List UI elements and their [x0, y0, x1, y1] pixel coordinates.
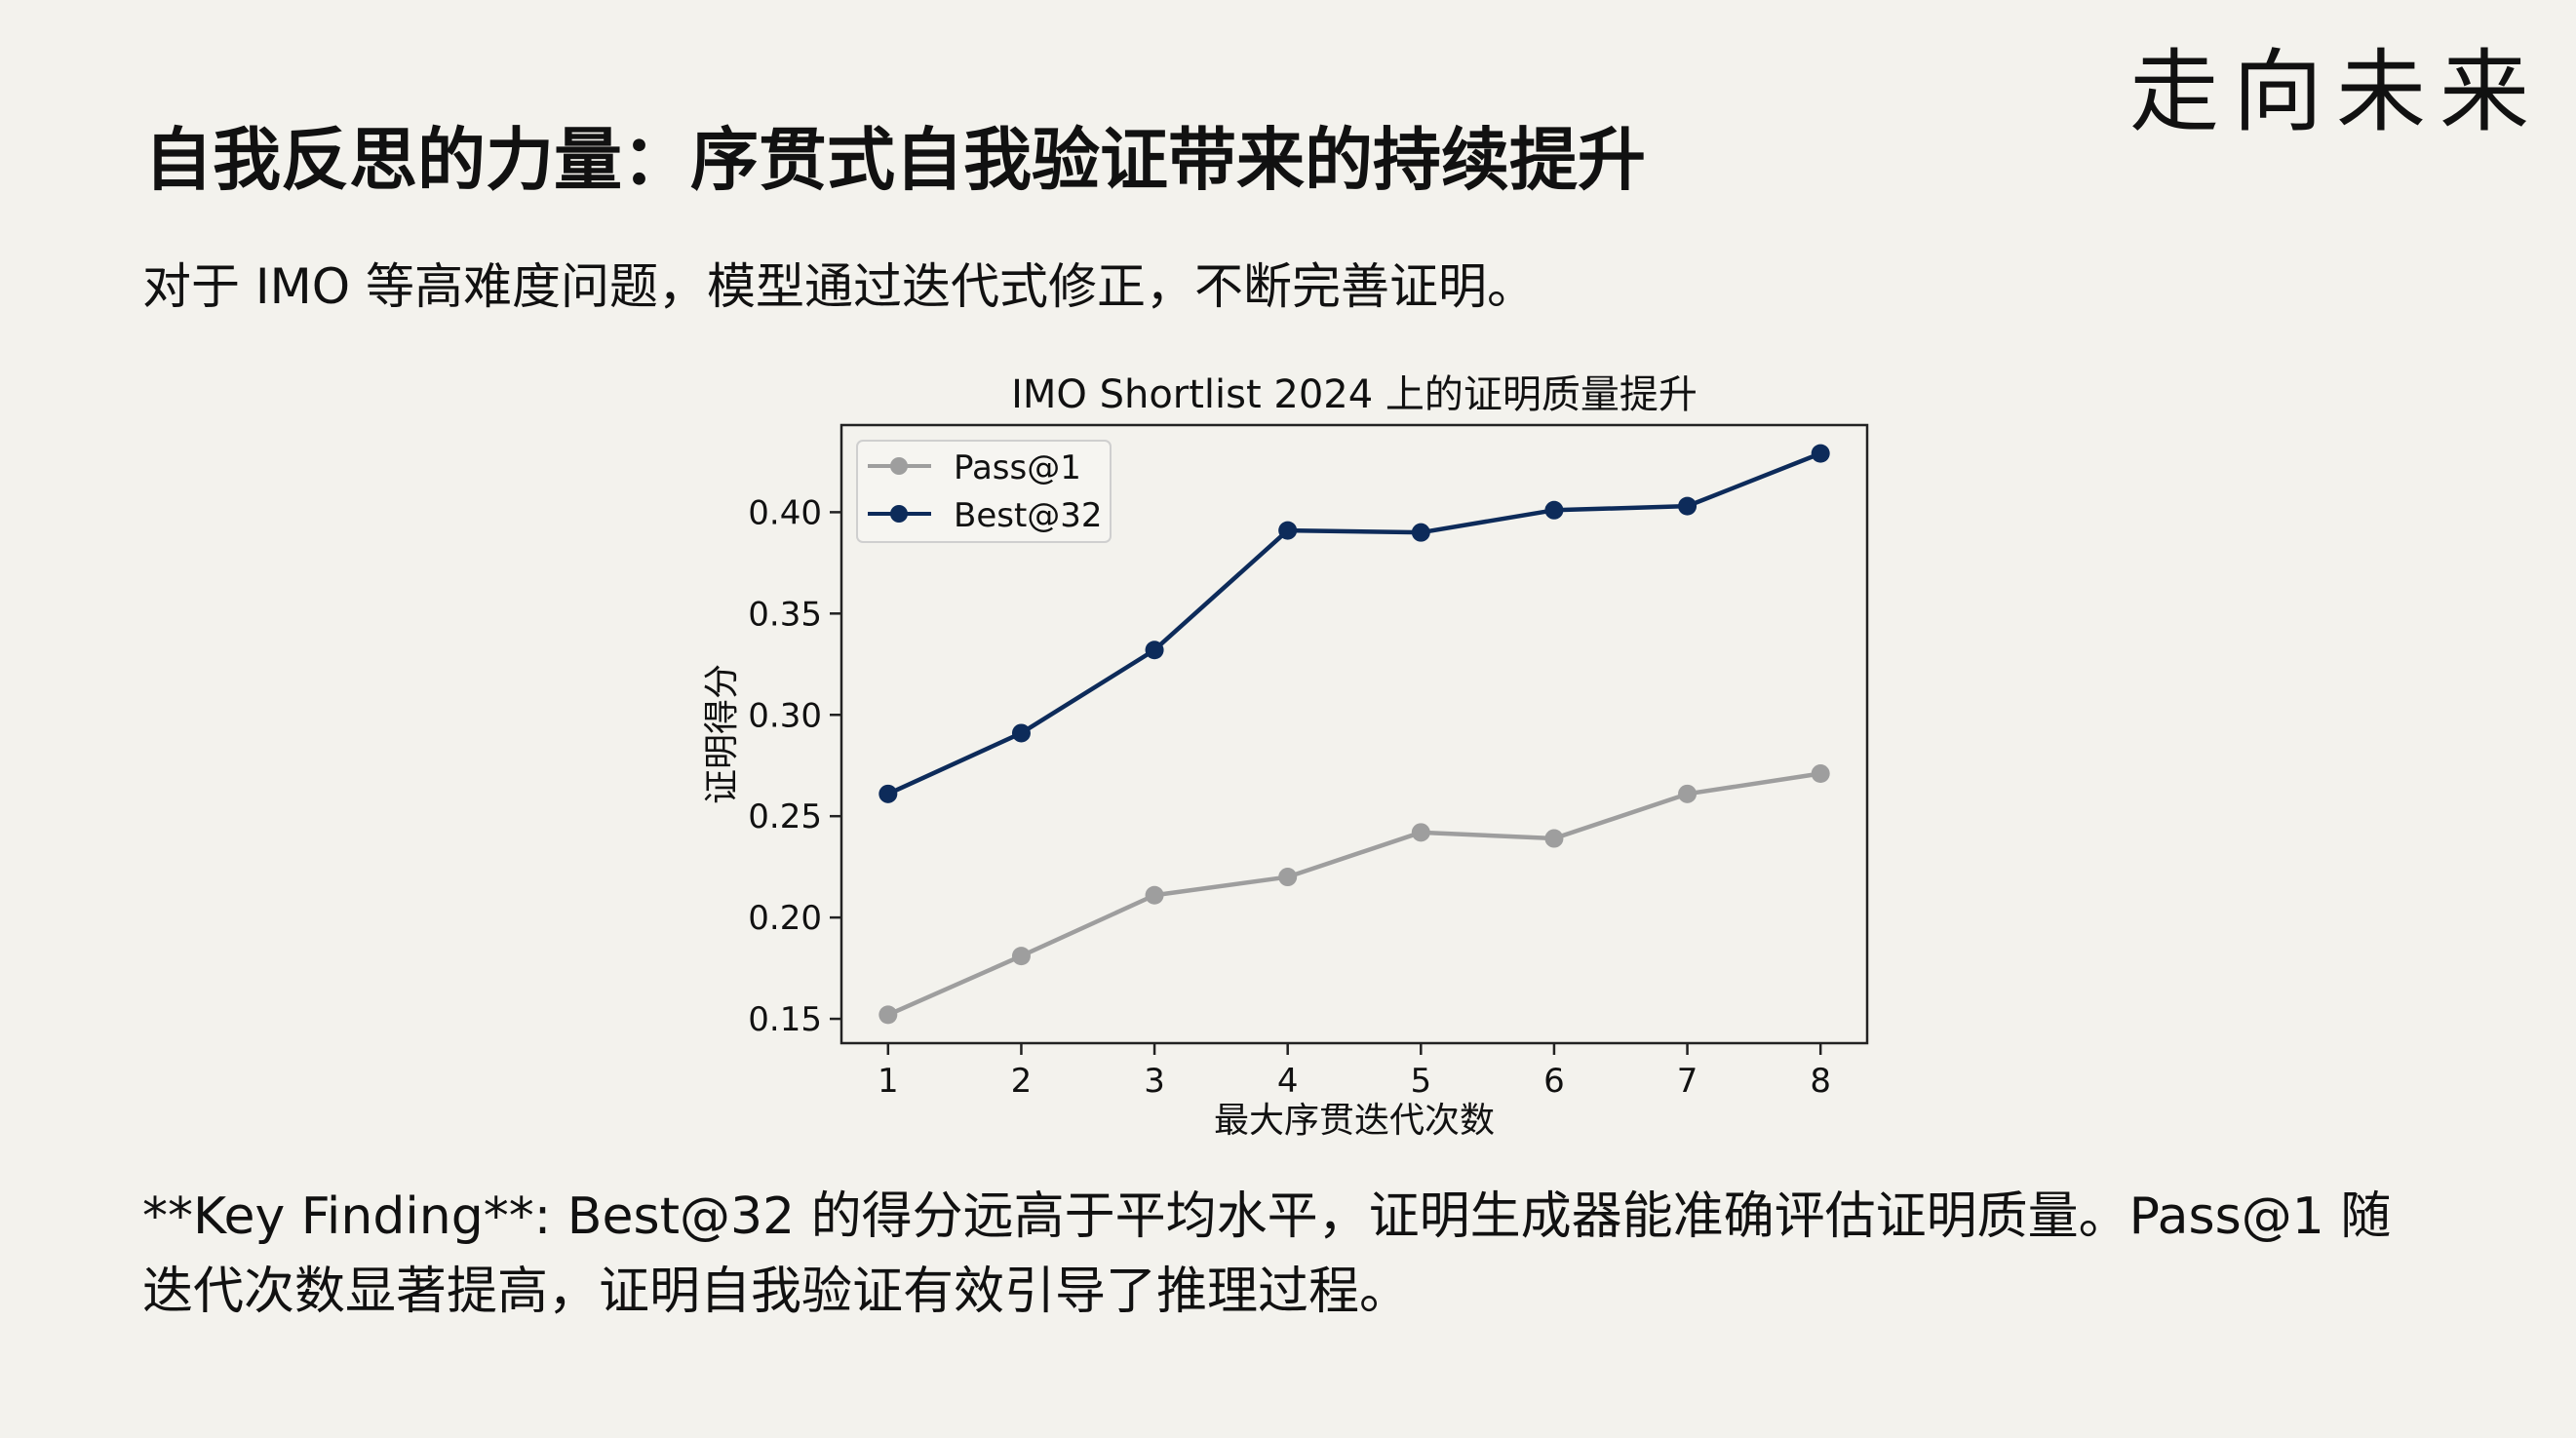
legend-box: [856, 440, 1112, 543]
x-tick-label: 3: [1144, 1062, 1165, 1101]
data-point-best-at-32: [878, 784, 898, 803]
data-point-best-at-32: [1278, 521, 1298, 540]
x-tick-label: 7: [1677, 1062, 1698, 1101]
data-point-pass-at-1: [1145, 885, 1164, 905]
data-point-best-at-32: [1678, 496, 1698, 516]
x-tick-label: 2: [1011, 1062, 1033, 1101]
x-tick-label: 1: [878, 1062, 899, 1101]
series-line-best-at-32: [886, 451, 1822, 797]
data-point-best-at-32: [1811, 444, 1830, 463]
y-tick-label: 0.30: [748, 696, 822, 735]
brand-logo-text: 走向未来: [2128, 40, 2543, 144]
page-subtitle: 对于 IMO 等高难度问题，模型通过迭代式修正，不断完善证明。: [142, 258, 1537, 315]
y-tick-label: 0.15: [748, 1000, 822, 1039]
data-point-pass-at-1: [1278, 868, 1298, 887]
data-point-best-at-32: [1145, 641, 1164, 660]
chart-title: IMO Shortlist 2024 上的证明质量提升: [1011, 372, 1698, 417]
key-finding-text: **Key Finding**: Best@32 的得分远高于平均水平，证明生成…: [142, 1180, 2482, 1330]
y-tick-label: 0.20: [748, 899, 822, 938]
y-axis: 0.15 0.20 0.25 0.30 0.35 0.40: [748, 493, 841, 1039]
key-finding-line-1: **Key Finding**: Best@32 的得分远高于平均水平，证明生成…: [142, 1187, 2392, 1246]
x-axis-label: 最大序贯迭代次数: [1214, 1101, 1495, 1141]
data-point-pass-at-1: [878, 1005, 898, 1025]
data-point-best-at-32: [1411, 523, 1430, 542]
y-tick-label: 0.35: [748, 595, 822, 634]
data-point-pass-at-1: [1011, 947, 1031, 966]
series-best-at-32: [878, 444, 1830, 803]
plot-area: [839, 423, 1869, 1045]
series-layer: [878, 444, 1830, 1025]
x-tick-label: 6: [1543, 1062, 1565, 1101]
legend-label-pass-at-1: Pass@1: [954, 448, 1081, 487]
y-tick-label: 0.40: [748, 493, 822, 532]
x-axis: 1 2 3 4 5 6 7 8: [878, 1043, 1831, 1101]
data-point-best-at-32: [1011, 723, 1031, 743]
x-tick-label: 5: [1410, 1062, 1431, 1101]
data-point-pass-at-1: [1411, 823, 1430, 842]
data-point-pass-at-1: [1544, 829, 1564, 848]
chart-legend: Pass@1 Best@32: [856, 440, 1112, 543]
data-point-pass-at-1: [1678, 784, 1698, 803]
data-point-pass-at-1: [1811, 764, 1830, 784]
page-title: 自我反思的力量：序贯式自我验证带来的持续提升: [144, 120, 1646, 200]
data-point-best-at-32: [1544, 500, 1564, 520]
y-axis-label: 证明得分: [702, 664, 742, 804]
legend-marker-pass-at-1: [890, 457, 908, 475]
y-tick-label: 0.25: [748, 797, 822, 836]
legend-label-best-at-32: Best@32: [954, 496, 1103, 535]
x-tick-label: 8: [1810, 1062, 1831, 1101]
series-pass-at-1: [878, 764, 1830, 1025]
key-finding-line-2: 迭代次数显著提高，证明自我验证有效引导了推理过程。: [142, 1263, 1411, 1321]
series-line-pass-at-1: [886, 771, 1821, 1017]
x-tick-label: 4: [1277, 1062, 1299, 1101]
legend-marker-best-at-32: [890, 505, 908, 523]
